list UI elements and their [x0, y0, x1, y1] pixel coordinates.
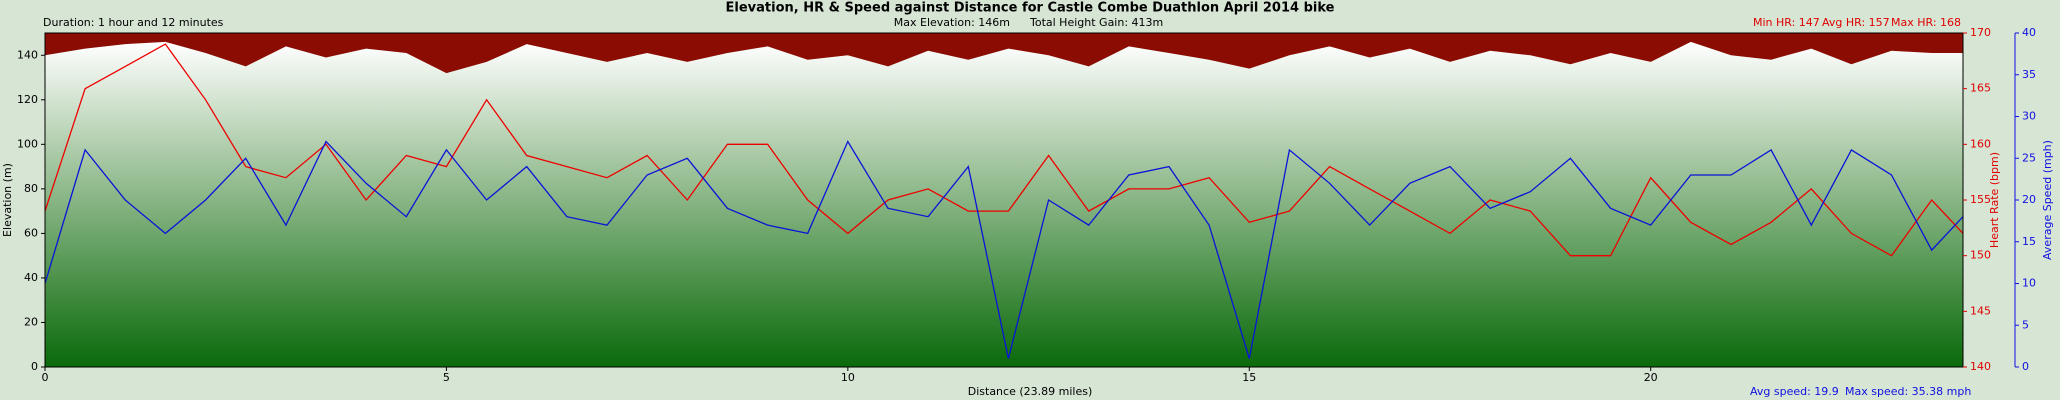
- y2-axis-label: Heart Rate (bpm): [1988, 152, 2001, 248]
- x-tick-label: 20: [1644, 371, 1658, 384]
- avg-hr: Avg HR: 157: [1822, 16, 1890, 29]
- y3ticks-label: 20: [2022, 193, 2036, 206]
- y3ticks-label: 15: [2022, 235, 2036, 248]
- x-tick-label: 0: [42, 371, 49, 384]
- yticks-label: 80: [24, 182, 38, 195]
- yticks-label: 100: [17, 137, 38, 150]
- x-tick-label: 5: [443, 371, 450, 384]
- elevation-area: [45, 41, 1963, 368]
- y3ticks-label: 0: [2022, 360, 2029, 373]
- max-speed: Max speed: 35.38 mph: [1845, 385, 1971, 398]
- y3ticks-label: 40: [2022, 26, 2036, 39]
- y3ticks-label: 25: [2022, 151, 2036, 164]
- yticks-label: 20: [24, 315, 38, 328]
- y3ticks-label: 30: [2022, 110, 2036, 123]
- x-tick-label: 15: [1242, 371, 1256, 384]
- y2ticks-label: 155: [1970, 193, 1991, 206]
- y2ticks-label: 140: [1970, 360, 1991, 373]
- series-line: [44, 140, 1964, 359]
- x-tick-label: 10: [841, 371, 855, 384]
- duration: Duration: 1 hour and 12 minutes: [43, 16, 224, 29]
- yticks-label: 0: [31, 360, 38, 373]
- y3ticks-label: 10: [2022, 277, 2036, 290]
- avg-speed: Avg speed: 19.9: [1750, 385, 1839, 398]
- yticks-label: 40: [24, 271, 38, 284]
- y2ticks-label: 145: [1970, 304, 1991, 317]
- min-hr: Min HR: 147: [1753, 16, 1820, 29]
- y2ticks-label: 160: [1970, 137, 1991, 150]
- series-line: [44, 43, 1964, 257]
- yticks-label: 60: [24, 226, 38, 239]
- y2ticks-label: 170: [1970, 26, 1991, 39]
- max-elevation: Max Elevation: 146m: [894, 16, 1010, 29]
- chart-title: Elevation, HR & Speed against Distance f…: [726, 1, 1335, 16]
- yticks-label: 120: [17, 93, 38, 106]
- height-gain: Total Height Gain: 413m: [1029, 16, 1163, 29]
- y3ticks-label: 35: [2022, 68, 2036, 81]
- y2ticks-label: 165: [1970, 82, 1991, 95]
- y3-axis-label: Average Speed (mph): [2041, 140, 2054, 260]
- x-axis-label: Distance (23.89 miles): [968, 385, 1093, 398]
- y2ticks-label: 150: [1970, 249, 1991, 262]
- y3ticks-label: 5: [2022, 318, 2029, 331]
- y-axis-label: Elevation (m): [1, 163, 14, 237]
- max-hr: Max HR: 168: [1891, 16, 1961, 29]
- yticks-label: 140: [17, 48, 38, 61]
